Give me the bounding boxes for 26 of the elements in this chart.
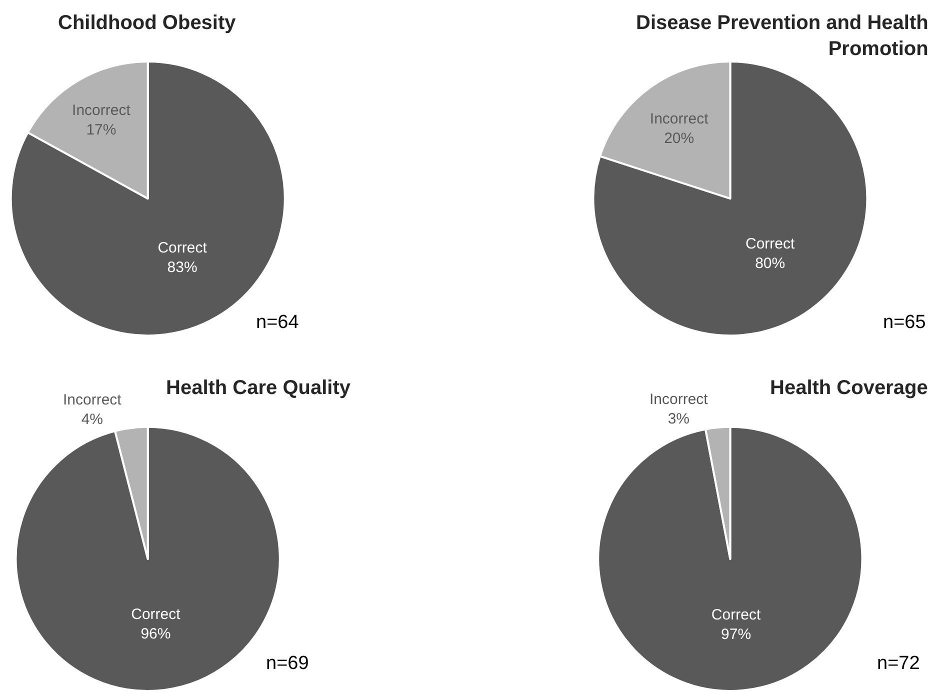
text: n=65 [883,312,926,333]
chart-title: Disease Prevention and Health Promotion [636,12,928,60]
pie-slice [592,60,868,336]
text: n=69 [266,653,309,674]
data-label: 17% [86,122,116,139]
data-label: 3% [668,410,690,428]
text: n=64 [256,312,300,333]
slice-label: Correct [158,239,208,256]
data-label: 83% [167,258,198,276]
slice-label: Incorrect [72,102,132,120]
data-label: 97% [721,626,752,643]
data-label: 20% [664,130,694,148]
pie-slice [597,426,864,692]
data-label: 96% [140,626,171,643]
slice-label: Correct [745,236,796,253]
chart-title: Health Care Quality [166,377,352,399]
text: n=72 [877,653,920,674]
slice-label: Incorrect [649,391,709,408]
chart-title: Health Coverage [770,377,928,399]
chart-title: Childhood Obesity [58,12,237,34]
slice-label: Incorrect [62,392,122,409]
slice-label: Correct [131,606,182,624]
data-label: 4% [81,411,104,428]
slice-label: Correct [711,606,762,624]
slice-label: Incorrect [650,110,710,128]
data-label: 80% [755,255,786,272]
